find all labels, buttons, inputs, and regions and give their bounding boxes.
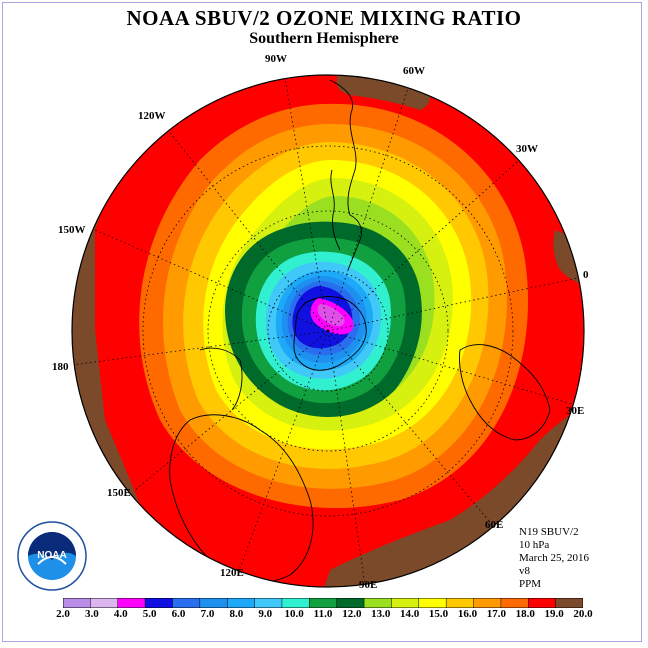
units-label: PPM bbox=[519, 578, 542, 590]
page-subtitle: Southern Hemisphere bbox=[249, 30, 399, 47]
colorbar-cell bbox=[445, 598, 475, 608]
lon-label-90e: 90E bbox=[359, 579, 377, 591]
colorbar-tick-label: 17.0 bbox=[486, 608, 506, 620]
australia-coast bbox=[169, 414, 314, 583]
lon-label-150w: 150W bbox=[58, 224, 86, 236]
version-label: v8 bbox=[519, 565, 530, 577]
map-disc-border bbox=[71, 74, 585, 588]
colorbar-tick-label: 7.0 bbox=[200, 608, 215, 620]
lon-label-120e: 120E bbox=[220, 567, 244, 579]
colorbar-tick-label: 11.0 bbox=[313, 608, 333, 620]
band-3 bbox=[317, 304, 345, 327]
colorbar-cell bbox=[528, 598, 557, 608]
colorbar-tick-label: 18.0 bbox=[515, 608, 535, 620]
colorbar-cell bbox=[63, 598, 91, 608]
colorbar-cell bbox=[555, 598, 583, 608]
colorbar bbox=[63, 598, 583, 608]
colorbar-tick-label: 13.0 bbox=[371, 608, 391, 620]
lon-label-150e: 150E bbox=[107, 487, 131, 499]
colorbar-tick-label: 20.0 bbox=[573, 608, 593, 620]
lon-label-120w: 120W bbox=[138, 110, 166, 122]
colorbar-tick-label: 8.0 bbox=[229, 608, 244, 620]
colorbar-cell bbox=[90, 598, 119, 608]
coastlines bbox=[169, 79, 551, 583]
colorbar-cell bbox=[363, 598, 392, 608]
colorbar-cell bbox=[309, 598, 338, 608]
colorbar-cell bbox=[500, 598, 529, 608]
latitude-circles bbox=[142, 145, 514, 517]
lon-label-30w: 30W bbox=[516, 143, 538, 155]
antarctica-coast bbox=[293, 296, 367, 371]
colorbar-cell bbox=[172, 598, 201, 608]
longitude-lines bbox=[72, 77, 583, 586]
lon-label-60w: 60W bbox=[403, 65, 425, 77]
colorbar-tick-label: 16.0 bbox=[457, 608, 478, 620]
lon-label-60e: 60E bbox=[485, 519, 503, 531]
colorbar-cell bbox=[473, 598, 502, 608]
lon-label-90w: 90W bbox=[265, 53, 287, 65]
colorbar-tick-label: 12.0 bbox=[342, 608, 362, 620]
colorbar-cell bbox=[144, 598, 174, 608]
lon-label-180: 180 bbox=[52, 361, 69, 373]
info-panel: N19 SBUV/2 10 hPa March 25, 2016 v8 PPM bbox=[519, 526, 589, 591]
new-zealand-coast bbox=[199, 347, 243, 411]
colorbar-cell bbox=[254, 598, 283, 608]
colorbar-cell bbox=[391, 598, 420, 608]
map-frame bbox=[2, 2, 642, 642]
colorbar-tick-label: 4.0 bbox=[113, 608, 128, 620]
instrument-label: N19 SBUV/2 bbox=[519, 526, 579, 538]
colorbar-labels: 2.0 3.0 4.0 5.0 6.0 7.0 8.0 9.0 10.0 11.0 12.0 13.0… bbox=[0, 608, 648, 622]
colorbar-cell bbox=[336, 598, 365, 608]
south-america-west-coast bbox=[330, 169, 341, 251]
colorbar-tick-label: 2.0 bbox=[56, 608, 70, 620]
colorbar-tick-label: 6.0 bbox=[171, 608, 186, 620]
colorbar-tick-label: 5.0 bbox=[142, 608, 157, 620]
noaa-logo-text: NOAA bbox=[37, 550, 66, 561]
africa-coast bbox=[459, 344, 551, 441]
pressure-level: 10 hPa bbox=[519, 539, 550, 551]
colorbar-tick-label: 19.0 bbox=[544, 608, 564, 620]
colorbar-cell bbox=[199, 598, 228, 608]
colorbar-cell bbox=[226, 598, 256, 608]
colorbar-tick-label: 14.0 bbox=[400, 608, 420, 620]
colorbar-cell bbox=[281, 598, 310, 608]
colorbar-tick-label: 3.0 bbox=[85, 608, 99, 620]
page-title: NOAA SBUV/2 OZONE MIXING RATIO bbox=[126, 6, 522, 30]
noaa-logo: NOAA bbox=[17, 521, 87, 591]
lon-label-0: 0 bbox=[583, 269, 589, 281]
south-america-coast bbox=[329, 79, 362, 271]
colorbar-cell bbox=[418, 598, 447, 608]
colorbar-tick-label: 15.0 bbox=[428, 608, 449, 620]
date-label: March 25, 2016 bbox=[519, 552, 589, 564]
lon-label-30e: 30E bbox=[566, 405, 584, 417]
colorbar-tick-label: 9.0 bbox=[258, 608, 273, 620]
band-20-west bbox=[72, 75, 300, 587]
colorbar-cell bbox=[117, 598, 146, 608]
colorbar-tick-label: 10.0 bbox=[284, 608, 304, 620]
